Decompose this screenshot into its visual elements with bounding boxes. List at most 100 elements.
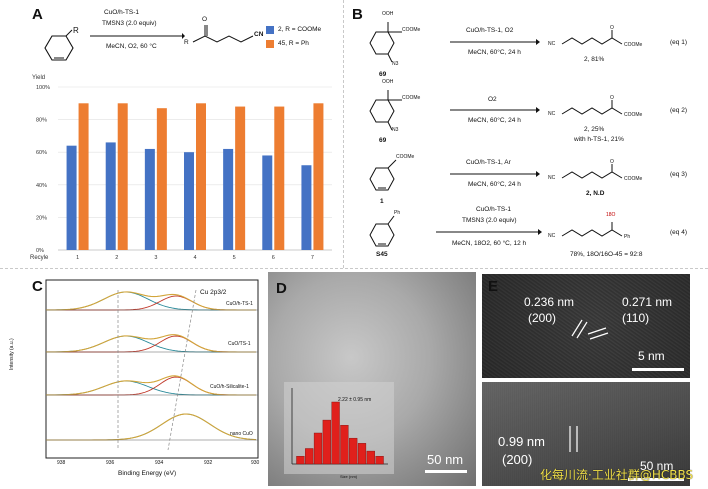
hrtem-bottom-d1: 0.99 nm <box>498 434 545 449</box>
hrtem-top-d2: 0.271 nm <box>622 295 673 309</box>
chart-bar-compound-45 <box>117 103 128 250</box>
panel-a-product-o: O <box>202 16 208 23</box>
eq1-nc: NC <box>548 41 556 47</box>
chart-bar-compound-45 <box>235 106 246 250</box>
eq1-product-o: O <box>610 25 614 31</box>
chart-bar-compound-45 <box>313 103 324 250</box>
watermark-text: 化每川流·工业社群@HCBBS <box>540 468 694 482</box>
eq4-reactant-label: S45 <box>376 251 388 258</box>
panel-a-reagent: TMSN3 (2.0 equiv) <box>102 20 157 27</box>
chart-ytick-label: 100% <box>36 85 50 91</box>
legend-label-1: 2, R = COOMe <box>278 26 322 33</box>
xps-sample-2: CuO/TS-1 <box>228 341 251 347</box>
eq1-ooh: OOH <box>382 11 394 17</box>
panel-c-letter: C <box>32 278 43 295</box>
hrtem-top-h2: (110) <box>622 311 650 325</box>
eq2-arrow <box>450 107 540 113</box>
xps-sample-4: nano CuO <box>230 431 253 437</box>
histogram-bar <box>305 448 314 465</box>
eq3-above: CuO/h-TS-1, Ar <box>466 159 511 166</box>
chart-xtick-label: 7 <box>311 255 314 261</box>
histogram-bar <box>375 456 384 465</box>
eq4-arrow <box>436 229 542 235</box>
histogram-bar <box>322 419 331 465</box>
hrtem-bottom-scalebar <box>628 478 684 481</box>
eq1-arrow <box>450 39 540 45</box>
eq3-reactant-structure <box>369 159 397 191</box>
chart-bar-compound-2 <box>223 148 234 250</box>
eq1-ester: COOMe <box>624 42 643 48</box>
chart-bar-compound-45 <box>156 108 167 250</box>
eq3-reactant-label: 1 <box>380 198 384 205</box>
panel-a-reaction-arrow <box>90 33 185 39</box>
panel-a-conditions: MeCN, O2, 60 °C <box>106 43 157 50</box>
chart-ytick-label: 40% <box>36 183 47 189</box>
eq1-cooMe: COOMe <box>402 27 421 33</box>
eq4-ester: Ph <box>624 234 631 240</box>
xps-sample-3: CuO/h-Silicalite-1 <box>210 384 249 390</box>
eq4-label: (eq 4) <box>670 229 687 236</box>
chart-ylabel: Yield <box>32 75 45 81</box>
chart-bar-compound-2 <box>262 155 273 250</box>
hrtem-bottom-scalebar-label: 50 nm <box>640 459 674 473</box>
chart-bar-compound-45 <box>78 103 89 250</box>
eq2-reactant-structure <box>369 90 402 131</box>
chart-bar-compound-2 <box>301 165 312 250</box>
hrtem-top-scalebar-label: 5 nm <box>638 349 665 363</box>
hist-xlabel: Size (nm) <box>340 474 358 479</box>
chart-bar-compound-45 <box>196 103 206 250</box>
histogram-bar <box>296 456 305 465</box>
eq2-product-o: O <box>610 95 614 101</box>
hrtem-bottom-h1: (200) <box>502 452 533 467</box>
xps-xtick-3: 934 <box>155 460 164 466</box>
eq3-ester: COOMe <box>624 176 643 182</box>
histogram-bar <box>349 437 358 465</box>
histogram-bar <box>340 425 349 465</box>
hrtem-top-h1: (200) <box>528 311 557 325</box>
eq2-cooMe: COOMe <box>402 95 421 101</box>
eq3-product-structure <box>561 164 623 179</box>
panel-a-product-cn: CN <box>254 31 264 38</box>
legend-label-2: 45, R = Ph <box>278 40 309 47</box>
panel-a-product-structure <box>192 25 254 43</box>
chart-ytick-label: 80% <box>36 118 47 124</box>
xps-envelope <box>46 413 257 441</box>
hrtem-image-bottom <box>482 382 690 486</box>
panel-a-substituent-label: R <box>73 26 79 35</box>
eq1-product: 2, 81% <box>584 56 605 63</box>
histogram-bar <box>313 432 323 465</box>
eq4-below: MeCN, 18O2, 60 °C, 12 h <box>452 240 527 247</box>
eq4-product-structure <box>561 222 623 237</box>
eq4-reactant-structure <box>369 215 395 247</box>
chart-bar-compound-2 <box>105 142 116 250</box>
xps-guide-line <box>167 289 197 451</box>
eq4-ph: Ph <box>394 210 401 216</box>
xps-title: Cu 2p3/2 <box>200 289 227 296</box>
xps-ylabel: Intensity (a.u.) <box>9 338 15 370</box>
eq1-label: (eq 1) <box>670 39 687 46</box>
xps-xtick-1: 938 <box>57 460 66 466</box>
hrtem-top-scalebar <box>632 368 684 371</box>
eq2-reactant-label: 69 <box>379 137 387 144</box>
histogram-bar <box>357 443 367 465</box>
chart-xtick-label: 4 <box>194 255 197 261</box>
hist-size-label: 2.22 ± 0.95 nm <box>338 397 372 403</box>
eq2-below: MeCN, 60°C, 24 h <box>468 117 521 124</box>
hrtem-image-top <box>482 274 690 378</box>
hrtem-bottom-lattice-marks <box>569 426 578 452</box>
eq1-reactant-label: 69 <box>379 71 387 78</box>
hrtem-top-lattice-marks <box>571 319 609 340</box>
eq1-below: MeCN, 60°C, 24 h <box>468 49 521 56</box>
eq2-above: O2 <box>488 96 497 103</box>
eq1-above: CuO/h-TS-1, O2 <box>466 27 514 34</box>
legend-item-2 <box>266 40 274 48</box>
eq1-reactant-structure <box>369 22 402 63</box>
chart-xlabel: Recyle <box>30 255 49 261</box>
eq2-extra: with h-TS-1, 21% <box>574 136 624 143</box>
xps-sample-1: CuO/h-TS-1 <box>226 301 253 307</box>
eq4-nc: NC <box>548 233 556 239</box>
eq3-product: 2, N.D <box>586 190 605 197</box>
panel-a-product-r: R <box>184 39 189 46</box>
eq4-above: CuO/h-TS-1 <box>476 206 512 213</box>
panel-a-letter: A <box>32 6 43 23</box>
